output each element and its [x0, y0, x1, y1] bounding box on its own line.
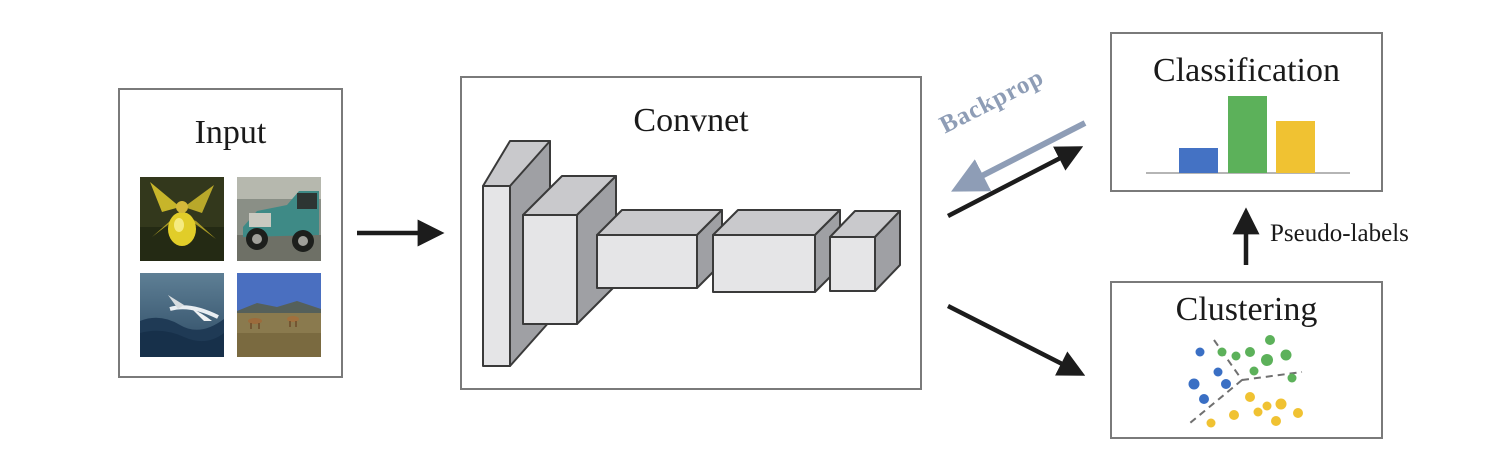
input-title: Input	[194, 114, 267, 151]
cluster-blue-points	[1188, 347, 1231, 404]
cluster-boundaries	[1189, 339, 1303, 424]
cluster-point	[1262, 401, 1272, 411]
input-panel: Input	[118, 88, 343, 378]
cluster-point	[1213, 367, 1223, 377]
cluster-point	[1287, 373, 1297, 383]
cluster-point	[1265, 335, 1275, 345]
cluster-point	[1280, 349, 1292, 361]
backprop-arrow	[951, 120, 1087, 192]
cluster-point	[1245, 347, 1255, 357]
cluster-green-points	[1217, 335, 1297, 383]
cluster-point	[1199, 394, 1209, 404]
cluster-point	[1217, 347, 1227, 357]
classification-bars	[1146, 96, 1350, 174]
bar-green	[1228, 96, 1267, 173]
bar-yellow	[1276, 121, 1315, 173]
cluster-yellow-points	[1206, 392, 1303, 428]
conv-layer-3	[596, 209, 723, 289]
cluster-point	[1195, 347, 1205, 357]
conv-layer-5	[829, 210, 901, 292]
cluster-point	[1229, 410, 1239, 420]
convnet-layers	[482, 140, 901, 367]
thumbnail-orchid	[140, 177, 224, 261]
classification-title: Classification	[1153, 52, 1340, 89]
thumbnail-antelopes	[237, 273, 321, 357]
cluster-point	[1253, 407, 1263, 417]
convnet-to-clustering-arrow	[946, 303, 1086, 376]
pseudo-labels-label: Pseudo-labels	[1270, 220, 1409, 247]
cluster-point	[1188, 378, 1200, 390]
cluster-point	[1231, 351, 1241, 361]
conv-layer-4	[712, 209, 841, 293]
thumbnail-seabird	[140, 273, 224, 357]
cluster-point	[1206, 418, 1216, 428]
cluster-point	[1221, 379, 1231, 389]
bar-blue	[1179, 148, 1218, 173]
clustering-panel: Clustering	[1110, 281, 1383, 439]
convnet-title: Convnet	[633, 102, 749, 139]
clustering-scatter	[1188, 335, 1303, 428]
cluster-point	[1249, 366, 1259, 376]
cluster-point	[1271, 416, 1281, 426]
cluster-point	[1261, 354, 1273, 366]
clustering-title: Clustering	[1175, 291, 1318, 328]
cluster-point	[1245, 392, 1255, 402]
cluster-point	[1275, 398, 1287, 410]
thumbnail-vintage-car	[237, 177, 321, 261]
cluster-point	[1293, 408, 1303, 418]
convnet-to-classification-arrow	[946, 146, 1084, 218]
